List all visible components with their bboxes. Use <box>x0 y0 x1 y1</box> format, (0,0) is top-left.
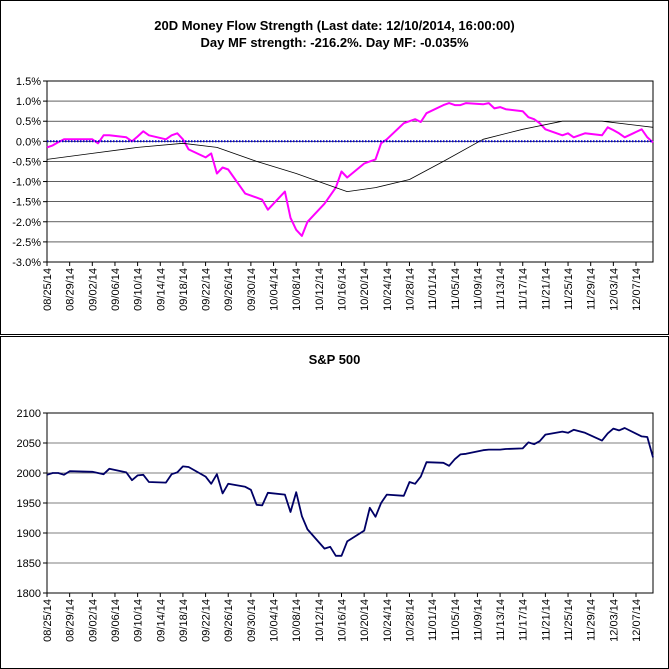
x-tick-label: 11/13/14 <box>495 599 507 641</box>
x-tick-label: 09/18/14 <box>178 268 190 311</box>
series-line-1 <box>46 120 654 193</box>
x-tick-label: 09/02/14 <box>87 599 99 642</box>
x-tick-label: 11/25/14 <box>563 599 575 641</box>
y-tick-label: -2.0% <box>12 217 41 229</box>
y-tick-label: 0.0% <box>16 136 41 148</box>
x-tick-label: 08/29/14 <box>65 268 77 311</box>
money-flow-plot: 1.5% 1.0% 0.5% 0.0% -0.5% -1.0% -1.5% -2.0% -2.5… <box>12 76 654 311</box>
x-tick-label: 10/04/14 <box>269 268 281 311</box>
series-line-0 <box>46 102 654 237</box>
sp500-chart-panel: S&P 500 2100 2050 2000 1950 1900 1850 1800 08/2… <box>0 336 669 669</box>
y-tick-label: 1950 <box>17 498 41 510</box>
x-tick-label: 09/10/14 <box>133 599 145 642</box>
x-tick-label: 10/04/14 <box>269 599 281 642</box>
y-tick-label: -0.5% <box>12 156 41 168</box>
x-tick-label: 10/12/14 <box>314 268 326 311</box>
y-tick-label: 0.5% <box>16 116 41 128</box>
x-tick-label: 12/07/14 <box>631 599 643 642</box>
series-line-0 <box>46 427 654 557</box>
y-tick-label: 1900 <box>17 528 41 540</box>
x-tick-label: 09/06/14 <box>110 599 122 642</box>
x-tick-label: 08/25/14 <box>42 268 54 311</box>
x-tick-label: 11/01/14 <box>427 599 439 641</box>
x-tick-label: 11/17/14 <box>518 599 530 641</box>
x-tick-label: 08/29/14 <box>65 599 77 642</box>
x-tick-label: 11/05/14 <box>450 599 462 641</box>
x-tick-label: 11/25/14 <box>563 268 575 310</box>
x-tick-label: 11/13/14 <box>495 268 507 310</box>
x-tick-label: 11/21/14 <box>540 599 552 641</box>
x-tick-label: 10/08/14 <box>291 599 303 642</box>
y-tick-label: -1.0% <box>12 177 41 189</box>
x-tick-label: 11/05/14 <box>450 268 462 310</box>
x-tick-label: 11/29/14 <box>586 268 598 310</box>
chart-subtitle: Day MF strength: -216.2%. Day MF: -0.035… <box>200 35 469 50</box>
x-tick-label: 09/26/14 <box>223 268 235 311</box>
chart-title: S&P 500 <box>308 352 361 367</box>
x-tick-label: 09/06/14 <box>110 268 122 311</box>
y-tick-label: 1.5% <box>16 76 41 88</box>
y-tick-label: 2100 <box>17 408 41 420</box>
y-tick-label: 2050 <box>17 438 41 450</box>
y-tick-label: 1.0% <box>16 96 41 108</box>
x-tick-label: 10/12/14 <box>314 599 326 642</box>
x-tick-label: 10/28/14 <box>404 268 416 311</box>
y-tick-label: 1800 <box>17 588 41 600</box>
x-tick-label: 09/22/14 <box>201 268 213 311</box>
x-tick-label: 11/17/14 <box>518 268 530 310</box>
x-tick-label: 12/03/14 <box>608 599 620 642</box>
x-tick-label: 10/16/14 <box>337 268 349 311</box>
x-tick-label: 11/09/14 <box>472 599 484 641</box>
y-tick-label: -1.5% <box>12 197 41 209</box>
x-tick-label: 09/30/14 <box>246 268 258 311</box>
x-tick-label: 10/28/14 <box>404 599 416 642</box>
y-tick-label: -3.0% <box>12 257 41 269</box>
x-tick-label: 10/24/14 <box>382 268 394 311</box>
y-tick-label: 1850 <box>17 558 41 570</box>
y-tick-label: 2000 <box>17 468 41 480</box>
x-tick-label: 11/21/14 <box>540 268 552 310</box>
x-tick-label: 11/09/14 <box>472 268 484 310</box>
x-tick-label: 09/26/14 <box>223 599 235 642</box>
x-tick-label: 09/02/14 <box>87 268 99 311</box>
x-tick-label: 10/24/14 <box>382 599 394 642</box>
x-tick-label: 09/30/14 <box>246 599 258 642</box>
x-tick-label: 09/10/14 <box>133 268 145 311</box>
x-tick-label: 10/20/14 <box>359 268 371 311</box>
money-flow-chart-panel: 20D Money Flow Strength (Last date: 12/1… <box>0 0 669 335</box>
y-tick-label: -2.5% <box>12 237 41 249</box>
x-tick-label: 10/20/14 <box>359 599 371 642</box>
x-tick-label: 11/29/14 <box>586 599 598 641</box>
chart-title: 20D Money Flow Strength (Last date: 12/1… <box>154 18 515 33</box>
plot-area <box>46 80 654 263</box>
x-tick-label: 09/18/14 <box>178 599 190 642</box>
x-tick-label: 09/14/14 <box>155 599 167 642</box>
x-tick-label: 12/03/14 <box>608 268 620 311</box>
x-tick-label: 10/08/14 <box>291 268 303 311</box>
x-tick-label: 08/25/14 <box>42 599 54 642</box>
x-tick-label: 12/07/14 <box>631 268 643 311</box>
x-tick-label: 09/22/14 <box>201 599 213 642</box>
x-tick-label: 10/16/14 <box>337 599 349 642</box>
x-tick-label: 11/01/14 <box>427 268 439 310</box>
x-tick-label: 09/14/14 <box>155 268 167 311</box>
